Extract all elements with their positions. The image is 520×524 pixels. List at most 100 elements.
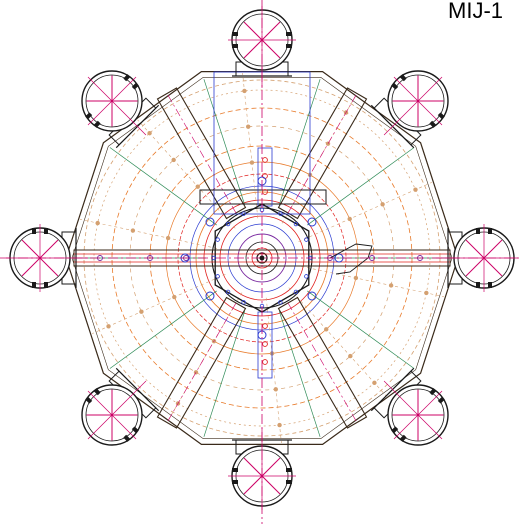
radial-node-5-1	[193, 370, 199, 375]
radial-green-6	[109, 290, 217, 369]
radial-node-4-2	[277, 422, 282, 428]
beam-2	[277, 296, 368, 429]
nozzle-clamp-2	[85, 396, 93, 404]
hub-bolt-1	[278, 211, 283, 216]
nozzle-axis-v	[383, 76, 443, 136]
nozzle-flange-icon	[370, 70, 449, 149]
radial-green-4	[278, 311, 321, 437]
nozzle-axis-v	[87, 76, 147, 136]
nozzle-axis-v	[383, 380, 443, 440]
nozzle-clamp-1	[391, 82, 399, 90]
drawing-title: MIJ-1	[448, 0, 503, 23]
hub-pad-7	[307, 291, 317, 301]
radial-node-3-1	[348, 353, 353, 359]
nozzle-clamp-0	[437, 396, 445, 404]
hub-bolt-2	[293, 221, 299, 227]
nozzle-clamp-1	[286, 468, 292, 472]
nozzle-clamp-3	[131, 82, 139, 90]
nozzle-clamp-3	[286, 44, 292, 48]
radial-node-4-1	[273, 387, 278, 392]
nozzle-clamp-1	[44, 282, 48, 288]
nozzle-flange-icon	[370, 367, 449, 446]
nozzle-clamp-0	[488, 228, 492, 234]
radial-node-9-1	[246, 124, 251, 129]
radial-tan-6	[91, 273, 226, 334]
hub-bolt-5	[304, 274, 309, 279]
radial-node-2-0	[353, 275, 359, 281]
hub-pad-4	[205, 217, 215, 227]
radial-node-3-2	[372, 380, 377, 386]
radial-green-5	[203, 311, 246, 437]
radial-node-1-0	[347, 216, 352, 222]
radial-green-9	[203, 79, 246, 205]
nozzle-clamp-2	[286, 32, 292, 36]
radial-tan-3	[288, 287, 387, 397]
nozzle-flange-icon	[81, 70, 160, 149]
chute-bolt-4	[262, 341, 268, 347]
radial-node-8-0	[195, 184, 200, 189]
nozzle-clamp-3	[391, 426, 399, 434]
nozzle-clamp-3	[44, 228, 48, 234]
radial-node-9-2	[242, 88, 247, 94]
hub-bolt-11	[215, 274, 220, 279]
chute-bolt-5	[262, 359, 268, 365]
hub-pad-6	[205, 291, 215, 301]
nozzle-clamp-0	[85, 112, 93, 120]
nozzle-clamp-2	[399, 434, 407, 442]
radial-node-7-1	[130, 228, 136, 233]
nozzle-clamp-3	[429, 120, 437, 128]
radial-node-2-2	[424, 290, 429, 296]
nozzle-clamp-0	[32, 282, 36, 288]
radial-node-6-2	[106, 324, 111, 329]
support-beams	[156, 87, 368, 429]
radial-node-7-2	[95, 220, 100, 226]
chute-stem-bottom	[257, 311, 273, 379]
hub-pad-5	[307, 217, 317, 227]
beam-3	[156, 296, 247, 429]
beam-centerline-2	[287, 302, 358, 423]
radial-node-9-0	[249, 160, 255, 165]
chute-bolt-0	[262, 157, 268, 163]
nozzle-clamp-2	[32, 228, 36, 234]
radial-lines	[74, 72, 450, 444]
radial-green-0	[278, 79, 321, 205]
nozzle-clamp-2	[437, 112, 445, 120]
radial-node-3-0	[324, 327, 329, 332]
radial-green-3	[307, 290, 415, 369]
nozzle-clamp-0	[123, 434, 131, 442]
radial-tan-8	[137, 119, 236, 229]
nozzle-flange-icon	[81, 367, 160, 446]
radial-node-7-0	[165, 235, 171, 241]
nozzle-clamp-2	[232, 480, 238, 484]
hub-bolt-7	[278, 300, 283, 305]
radial-node-6-1	[139, 309, 144, 314]
radial-node-1-1	[380, 202, 385, 207]
beam-centerline-0	[166, 93, 237, 214]
nozzle-clamp-0	[232, 32, 238, 36]
chute-bolt-2	[262, 189, 268, 195]
hub-bolt-9	[241, 300, 246, 305]
nozzle-clamp-1	[232, 44, 238, 48]
nozzle-clamp-2	[123, 74, 131, 82]
radial-node-2-1	[388, 283, 394, 288]
radial-node-8-1	[171, 157, 176, 163]
radial-node-6-0	[172, 294, 177, 300]
radial-tan-9	[242, 72, 259, 219]
hub-side-arm	[329, 243, 373, 275]
nozzle-clamp-1	[429, 388, 437, 396]
nozzle-clamp-2	[488, 282, 492, 288]
nozzle-clamp-1	[93, 120, 101, 128]
nozzle-clamp-1	[131, 426, 139, 434]
beam-0	[156, 87, 247, 220]
chute-bolt-3	[262, 323, 268, 329]
beam-centerline-3	[166, 302, 237, 423]
beam-1	[277, 87, 368, 220]
radial-green-1	[307, 147, 415, 226]
radial-tan-2	[301, 266, 444, 297]
beam-centerline-1	[287, 93, 358, 214]
hub-bolt-10	[225, 289, 231, 295]
radial-node-8-2	[147, 130, 152, 136]
hub-bolt-6	[293, 289, 299, 295]
radial-green-8	[109, 147, 217, 226]
